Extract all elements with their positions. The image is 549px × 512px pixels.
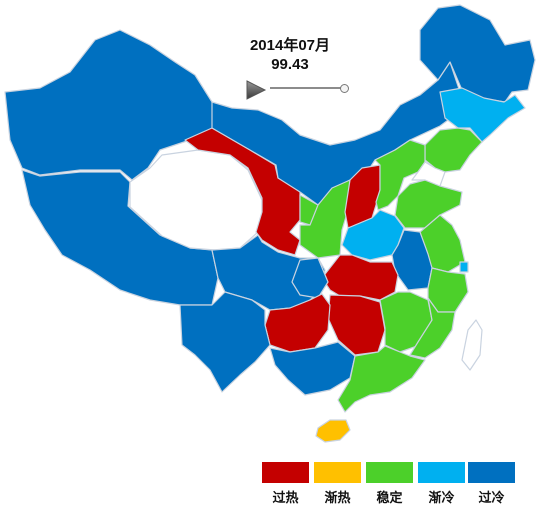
legend-swatch-cooling bbox=[418, 462, 465, 483]
legend-label-cooling: 渐冷 bbox=[428, 490, 455, 505]
legend-label-stable: 稳定 bbox=[376, 490, 403, 505]
legend-label-overcool: 过冷 bbox=[478, 490, 505, 505]
legend-swatch-warming bbox=[314, 462, 361, 483]
legend-swatch-stable bbox=[366, 462, 413, 483]
region-hubei bbox=[321, 254, 399, 301]
region-shanghai bbox=[459, 261, 469, 273]
legend-swatch-overcool bbox=[468, 462, 515, 483]
region-shanxi bbox=[344, 164, 381, 229]
region-heilongjiang bbox=[419, 4, 536, 103]
index-value: 99.43 bbox=[271, 56, 309, 73]
region-guangxi bbox=[269, 341, 356, 396]
region-hebei bbox=[374, 139, 426, 211]
timeline-slider-track[interactable] bbox=[270, 87, 343, 89]
region-taiwan bbox=[461, 319, 483, 371]
bohai-sea bbox=[411, 161, 446, 187]
timeline-slider-handle[interactable] bbox=[340, 84, 349, 93]
legend-label-warming: 渐热 bbox=[324, 490, 351, 505]
region-liaoning bbox=[424, 127, 483, 173]
play-icon[interactable] bbox=[245, 80, 267, 100]
region-guangdong bbox=[337, 345, 426, 413]
region-fujian bbox=[409, 297, 456, 359]
region-shandong bbox=[394, 179, 463, 229]
date-label: 2014年07月 bbox=[249, 37, 331, 54]
region-hainan bbox=[315, 419, 351, 443]
legend-swatch-overheat bbox=[262, 462, 309, 483]
legend-label-overheat: 过热 bbox=[272, 490, 299, 505]
region-yunnan bbox=[179, 291, 271, 393]
